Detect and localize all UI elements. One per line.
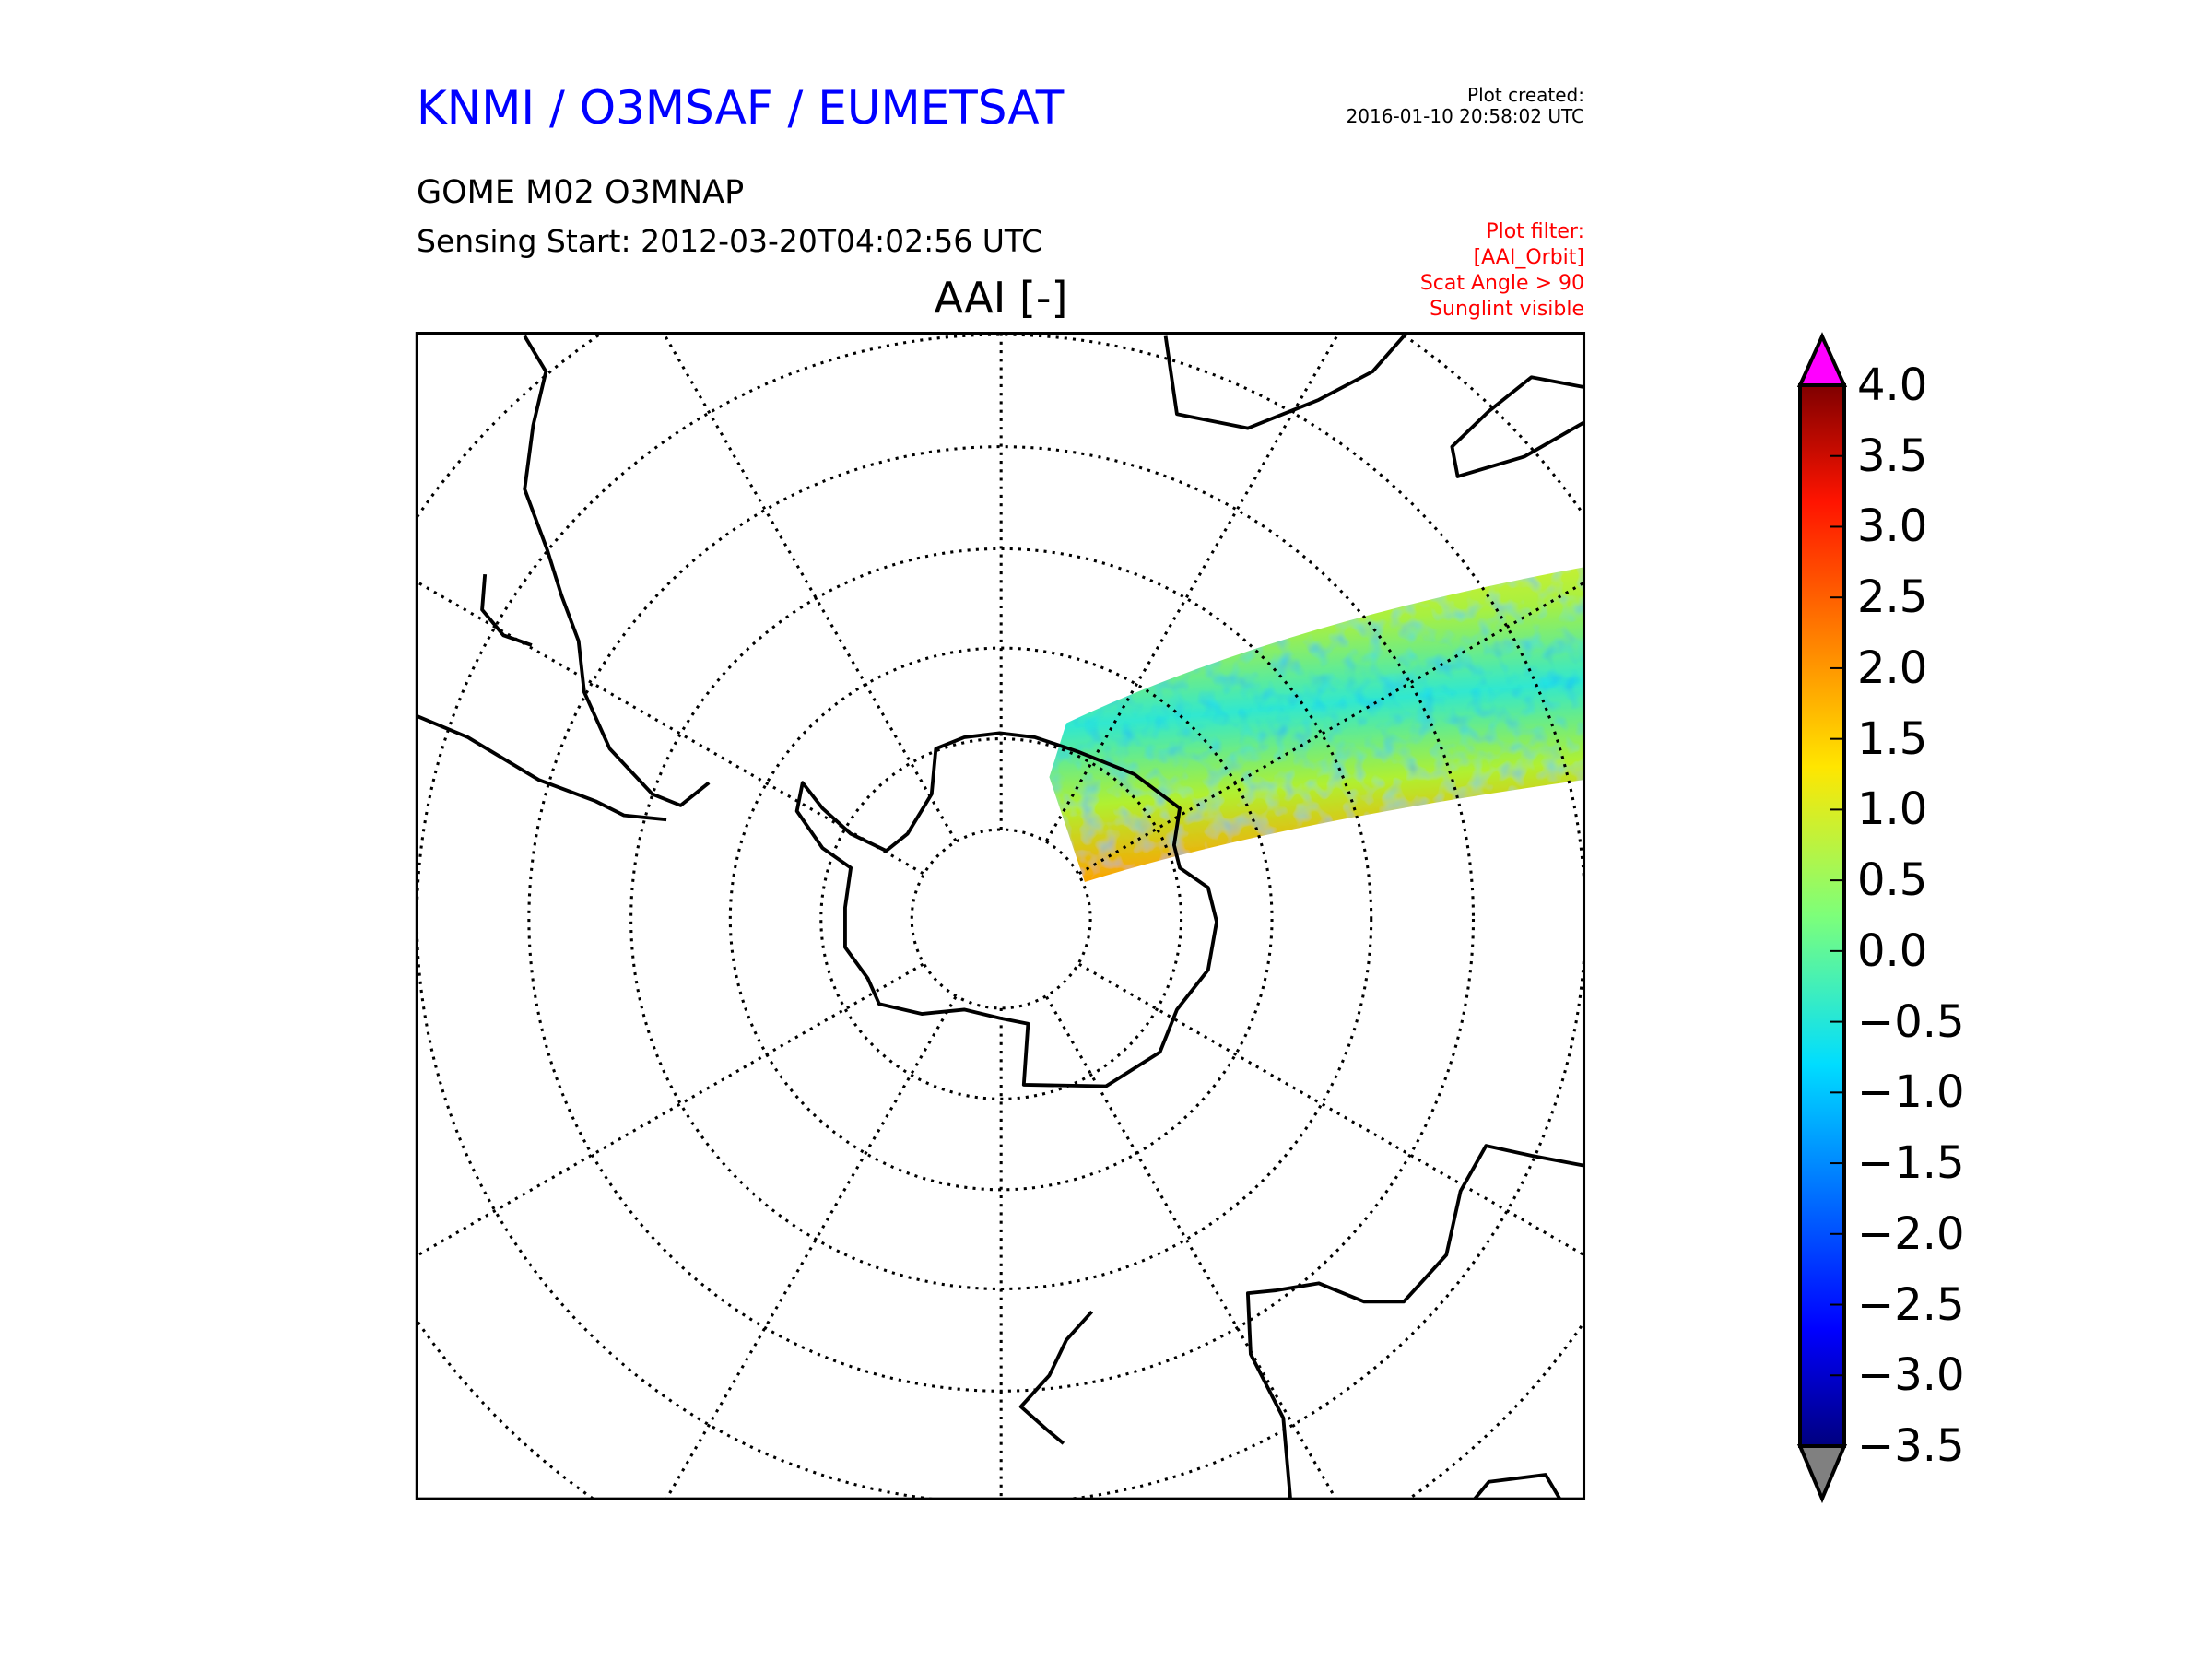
plot-created: Plot created: 2016-01-10 20:58:02 UTC [1347, 85, 1584, 127]
map-frame [415, 332, 1586, 1500]
filter-line: [AAI_Orbit] [1473, 246, 1584, 269]
plot-filter: Plot filter: [AAI_Orbit] Scat Angle > 90… [1420, 219, 1584, 323]
plot-created-label: Plot created: [1467, 84, 1584, 106]
colorbar-tick-label: 1.0 [1857, 783, 1928, 836]
colorbar-tick-label: −2.5 [1857, 1278, 1965, 1331]
colorbar-tick-label: 3.5 [1857, 429, 1928, 482]
colorbar [1796, 332, 1848, 1504]
colorbar-tick-label: 4.0 [1857, 359, 1928, 411]
south-america-coast [417, 335, 711, 822]
australia-coast [1245, 1144, 1584, 1500]
colorbar-gradient [1798, 383, 1846, 1448]
colorbar-over-arrow [1796, 332, 1848, 387]
island-coast [1450, 375, 1584, 478]
colorbar-tick-label: 0.5 [1857, 854, 1928, 907]
coastlines [417, 335, 1584, 1500]
map-title: AAI [-] [934, 273, 1068, 323]
colorbar-tick-label: 2.0 [1857, 641, 1928, 694]
colorbar-tick-label: −0.5 [1857, 995, 1965, 1048]
colorbar-tick-label: −2.0 [1857, 1207, 1965, 1260]
graticule [417, 333, 1584, 1500]
filter-line: Sunglint visible [1430, 298, 1584, 321]
colorbar-tick-label: −1.0 [1857, 1066, 1965, 1119]
colorbar-tick-label: −1.5 [1857, 1137, 1965, 1190]
header-title: KNMI / O3MSAF / EUMETSAT [417, 81, 1065, 135]
antarctica-coast [794, 731, 1218, 1088]
colorbar-tick-label: −3.5 [1857, 1420, 1965, 1472]
colorbar-tick-label: 3.0 [1857, 500, 1928, 553]
plot-created-value: 2016-01-10 20:58:02 UTC [1346, 105, 1584, 127]
africa-coast [1163, 335, 1406, 430]
colorbar-tick-label: 0.0 [1857, 924, 1928, 977]
filter-line: Plot filter: [1486, 220, 1584, 243]
colorbar-tick-label: 2.5 [1857, 571, 1928, 624]
filter-line: Scat Angle > 90 [1419, 272, 1584, 295]
colorbar-under-arrow [1796, 1444, 1848, 1504]
sensing-start: Sensing Start: 2012-03-20T04:02:56 UTC [417, 223, 1043, 259]
colorbar-tick-label: −3.0 [1857, 1349, 1965, 1402]
new-zealand-coast [1018, 1310, 1562, 1500]
colorbar-tick-label: 1.5 [1857, 712, 1928, 765]
product-name: GOME M02 O3MNAP [417, 174, 745, 211]
